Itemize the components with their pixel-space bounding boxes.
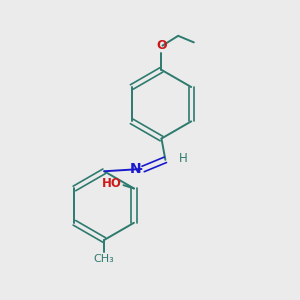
Text: N: N	[130, 162, 142, 176]
Text: H: H	[178, 152, 187, 165]
Text: O: O	[156, 38, 167, 52]
Text: HO: HO	[102, 177, 122, 190]
Text: CH₃: CH₃	[94, 254, 115, 264]
